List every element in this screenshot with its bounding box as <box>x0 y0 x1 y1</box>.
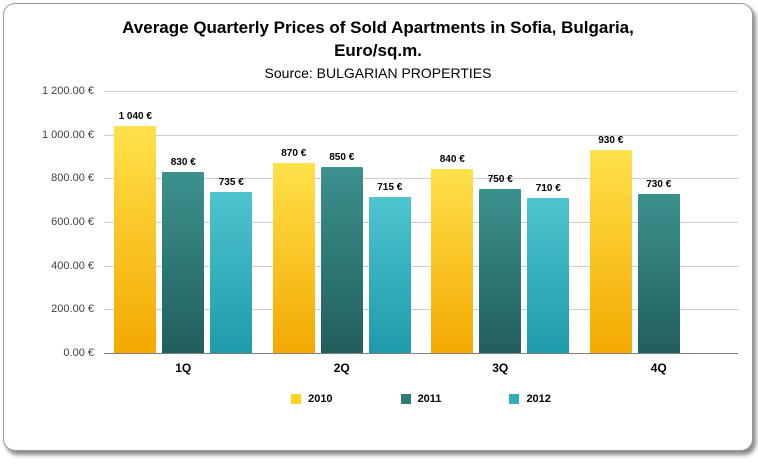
legend-label-2010: 2010 <box>308 392 333 405</box>
x-category-label-4Q: 4Q <box>650 360 667 375</box>
bar-2012-1Q: 735 € <box>210 177 253 353</box>
bar-value-label: 870 € <box>281 147 307 159</box>
bar-slot: 830 € <box>162 91 205 353</box>
plot-area: 1 040 € 830 € 735 € 870 € 850 € 715 € 840 € 750… <box>104 90 738 354</box>
x-category-label-1Q: 1Q <box>175 360 192 375</box>
bar-slot: 730 € <box>637 91 680 353</box>
legend-label-2012: 2012 <box>526 392 551 405</box>
bar-slot: 930 € <box>589 91 632 353</box>
y-tick-label: 1 200.00 € <box>42 84 94 97</box>
gridline <box>104 178 738 180</box>
bar-value-label: 830 € <box>170 156 196 168</box>
bar-slot: 850 € <box>320 91 363 353</box>
bar-2010-2Q: 870 € <box>272 148 315 353</box>
bar-value-label: 735 € <box>218 177 244 189</box>
bar-2012-2Q: 715 € <box>368 182 411 353</box>
bar-2011-4Q: 730 € <box>637 179 680 353</box>
bar-group-2Q: 870 € 850 € 715 € <box>263 91 422 353</box>
bar-value-label: 850 € <box>329 152 355 164</box>
gridline <box>104 309 738 311</box>
bar-value-label: 715 € <box>377 181 403 193</box>
bar-2010-1Q: 1 040 € <box>114 111 157 353</box>
gridline <box>104 134 738 136</box>
gridline <box>104 221 738 223</box>
y-tick-label: 400.00 € <box>51 259 94 272</box>
bar-value-label: 840 € <box>439 154 465 166</box>
gridline <box>104 265 738 267</box>
title-block: Average Quarterly Prices of Sold Apartme… <box>4 4 752 81</box>
y-tick-label: 1 000.00 € <box>42 128 94 141</box>
legend-swatch-2012 <box>509 393 520 404</box>
bar-group-4Q: 930 € 730 € <box>580 91 739 353</box>
bar-groups: 1 040 € 830 € 735 € 870 € 850 € 715 € 840 € 750… <box>104 91 738 353</box>
y-tick-label: 600.00 € <box>51 215 94 228</box>
x-category-label-2Q: 2Q <box>333 360 350 375</box>
chart-subtitle: Source: BULGARIAN PROPERTIES <box>264 64 492 81</box>
y-tick-label: 800.00 € <box>51 172 94 185</box>
bar-2011-1Q: 830 € <box>162 157 205 353</box>
legend-item-2011: 2011 <box>400 392 442 405</box>
bar-value-label: 750 € <box>487 174 513 186</box>
bar-slot: 870 € <box>272 91 315 353</box>
legend-item-2012: 2012 <box>509 392 551 405</box>
chart-area: 1 200.00 € 1 000.00 € 800.00 € 600.00 € 400.… <box>4 85 752 359</box>
bar-value-label: 930 € <box>598 134 624 146</box>
chart-title-line2: Euro/sq.m. <box>334 40 422 60</box>
bar-group-3Q: 840 € 750 € 710 € <box>421 91 580 353</box>
bar-2011-3Q: 750 € <box>479 174 522 353</box>
bar-slot <box>686 91 728 353</box>
bar-slot: 840 € <box>431 91 474 353</box>
legend-swatch-2010 <box>291 393 302 404</box>
gridline <box>104 90 738 92</box>
chart-card: Average Quarterly Prices of Sold Apartme… <box>3 3 753 451</box>
y-axis: 1 200.00 € 1 000.00 € 800.00 € 600.00 € 400.… <box>4 85 104 359</box>
bar-2010-3Q: 840 € <box>431 154 474 353</box>
bar-slot: 715 € <box>368 91 411 353</box>
bar-slot: 1 040 € <box>114 91 157 353</box>
bar-2011-2Q: 850 € <box>320 152 363 353</box>
x-axis-row: 1Q 2Q 3Q 4Q <box>4 361 752 375</box>
x-axis: 1Q 2Q 3Q 4Q <box>104 361 738 375</box>
legend-label-2011: 2011 <box>417 392 442 405</box>
y-tick-label: 0.00 € <box>63 346 94 359</box>
x-category-label-3Q: 3Q <box>492 360 509 375</box>
bar-slot: 735 € <box>210 91 253 353</box>
legend: 2010 2011 2012 <box>104 393 738 405</box>
bar-slot: 710 € <box>527 91 570 353</box>
bar-group-1Q: 1 040 € 830 € 735 € <box>104 91 263 353</box>
bar-2012-3Q: 710 € <box>527 183 570 353</box>
y-tick-label: 200.00 € <box>51 303 94 316</box>
x-axis-line <box>104 352 738 354</box>
bar-2010-4Q: 930 € <box>589 135 632 353</box>
legend-swatch-2011 <box>400 393 411 404</box>
x-axis-spacer <box>4 361 104 375</box>
chart-title: Average Quarterly Prices of Sold Apartme… <box>44 17 712 63</box>
legend-item-2010: 2010 <box>291 392 333 405</box>
chart-title-line1: Average Quarterly Prices of Sold Apartme… <box>122 18 634 37</box>
bar-value-label: 1 040 € <box>118 110 152 122</box>
bar-slot: 750 € <box>479 91 522 353</box>
bar-value-label: 710 € <box>535 182 561 194</box>
bar-value-label: 730 € <box>646 178 672 190</box>
